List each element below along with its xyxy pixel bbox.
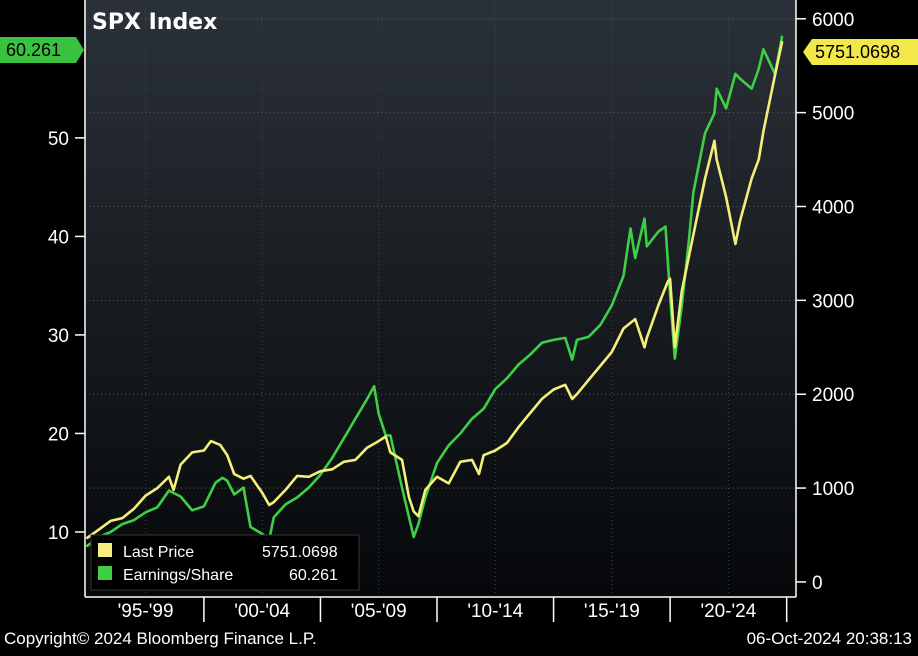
series-lines (86, 35, 784, 548)
legend-label-earnings-share: Earnings/Share (123, 567, 233, 584)
legend-value-last-price: 5751.0698 (262, 544, 338, 561)
legend: Last Price 5751.0698 Earnings/Share 60.2… (90, 534, 360, 591)
x-tick-label: '00-'04 (234, 601, 290, 622)
x-tick-label: '15-'19 (584, 601, 640, 622)
left-tick-label: 20 (48, 424, 69, 445)
price-last-value-tag: 5751.0698 (803, 39, 918, 65)
left-tick-label: 40 (48, 227, 69, 248)
x-axis-period-labels: '95-'99 '00-'04 '05-'09 '10-'14 '15-'19 '20-'… (118, 601, 757, 622)
x-axis-dividers (203, 597, 788, 622)
right-tick-label: 2000 (812, 385, 854, 406)
legend-box (90, 534, 360, 591)
last-price-line (86, 40, 784, 540)
x-tick-label: '95-'99 (118, 601, 174, 622)
legend-label-last-price: Last Price (123, 544, 194, 561)
left-tick-label: 10 (48, 523, 69, 544)
eps-tag-background (0, 37, 84, 63)
right-tick-label: 5000 (812, 104, 854, 125)
x-tick-label: '10-'14 (467, 601, 523, 622)
price-tag-value: 5751.0698 (815, 42, 900, 62)
right-tick-label: 4000 (812, 197, 854, 218)
x-tick-label: '05-'09 (351, 601, 407, 622)
right-axis-ticks: 0 1000 2000 3000 4000 5000 6000 (796, 10, 854, 594)
timestamp-text: 06-Oct-2024 20:38:13 (746, 629, 912, 648)
left-tick-label: 50 (48, 129, 69, 150)
legend-value-earnings-share: 60.261 (289, 567, 338, 584)
x-tick-label: '20-'24 (700, 601, 756, 622)
right-tick-label: 3000 (812, 291, 854, 312)
right-tick-label: 1000 (812, 479, 854, 500)
price-tag-background (803, 39, 918, 65)
plot-area (85, 0, 796, 596)
eps-last-value-tag: 60.261 (0, 37, 84, 63)
left-tick-label: 30 (48, 326, 69, 347)
right-tick-label: 6000 (812, 10, 854, 31)
eps-tag-value: 60.261 (6, 40, 61, 60)
chart-title: SPX Index (92, 10, 217, 35)
left-axis-ticks: 10 20 30 40 50 (48, 129, 85, 544)
legend-swatch-last-price (98, 543, 112, 557)
copyright-text: Copyright© 2024 Bloomberg Finance L.P. (4, 629, 317, 648)
legend-swatch-earnings-share (98, 566, 112, 580)
right-tick-label: 0 (812, 573, 823, 594)
